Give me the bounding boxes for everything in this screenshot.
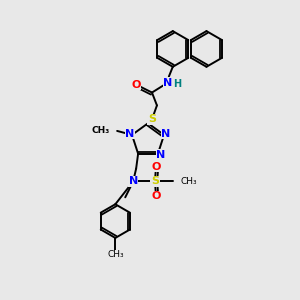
Text: O: O <box>151 191 160 201</box>
Text: N: N <box>125 129 135 139</box>
Text: O: O <box>151 162 160 172</box>
Text: N: N <box>163 78 172 88</box>
Text: CH₃: CH₃ <box>107 250 124 259</box>
Text: N: N <box>128 176 138 187</box>
Text: CH₃: CH₃ <box>92 126 110 135</box>
Text: CH₃: CH₃ <box>181 177 197 186</box>
Text: S: S <box>148 114 156 124</box>
Text: N: N <box>156 150 166 160</box>
Text: O: O <box>131 80 141 90</box>
Text: N: N <box>161 129 171 139</box>
Text: S: S <box>151 176 159 187</box>
Text: H: H <box>173 79 181 88</box>
